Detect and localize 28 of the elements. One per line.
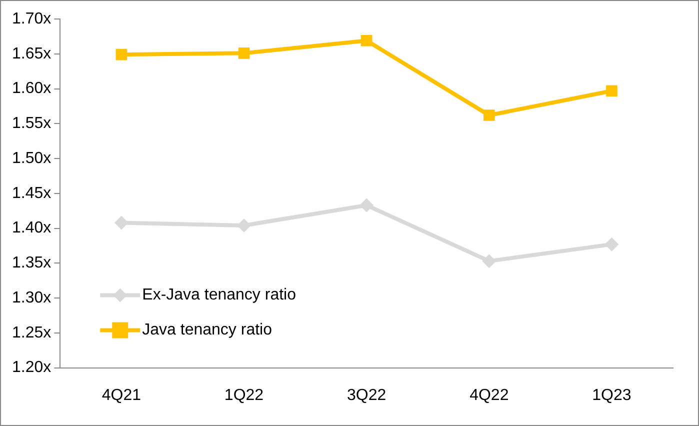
x-tick-label: 4Q22 xyxy=(470,386,509,404)
y-tick-label: 1.55x xyxy=(12,115,52,132)
legend-label: Java tenancy ratio xyxy=(142,322,272,339)
point xyxy=(116,48,128,60)
point xyxy=(238,48,250,59)
point xyxy=(360,34,372,46)
y-tick-label: 1.20x xyxy=(12,359,52,376)
point xyxy=(237,218,251,232)
y-tick-label: 1.65x xyxy=(12,45,52,62)
y-tick-label: 1.35x xyxy=(12,254,52,272)
point xyxy=(360,198,374,212)
x-tick-label: 3Q22 xyxy=(347,386,386,404)
y-tick-label: 1.25x xyxy=(12,324,52,342)
legend-label: Ex-Java tenancy ratio xyxy=(142,286,296,304)
x-tick-label: 1Q22 xyxy=(224,386,264,404)
x-tick-label: 1Q23 xyxy=(592,386,632,404)
y-tick-label: 1.45x xyxy=(12,184,52,202)
point xyxy=(483,110,495,121)
y-tick-label: 1.70x xyxy=(12,10,52,28)
point xyxy=(606,85,618,97)
point xyxy=(114,216,128,230)
x-tick-label: 4Q21 xyxy=(102,386,142,404)
point xyxy=(604,237,619,252)
point xyxy=(482,254,496,268)
y-tick-label: 1.60x xyxy=(12,80,52,98)
y-tick-label: 1.40x xyxy=(12,220,52,237)
y-tick-label: 1.50x xyxy=(12,150,52,167)
y-tick-label: 1.30x xyxy=(12,289,52,306)
